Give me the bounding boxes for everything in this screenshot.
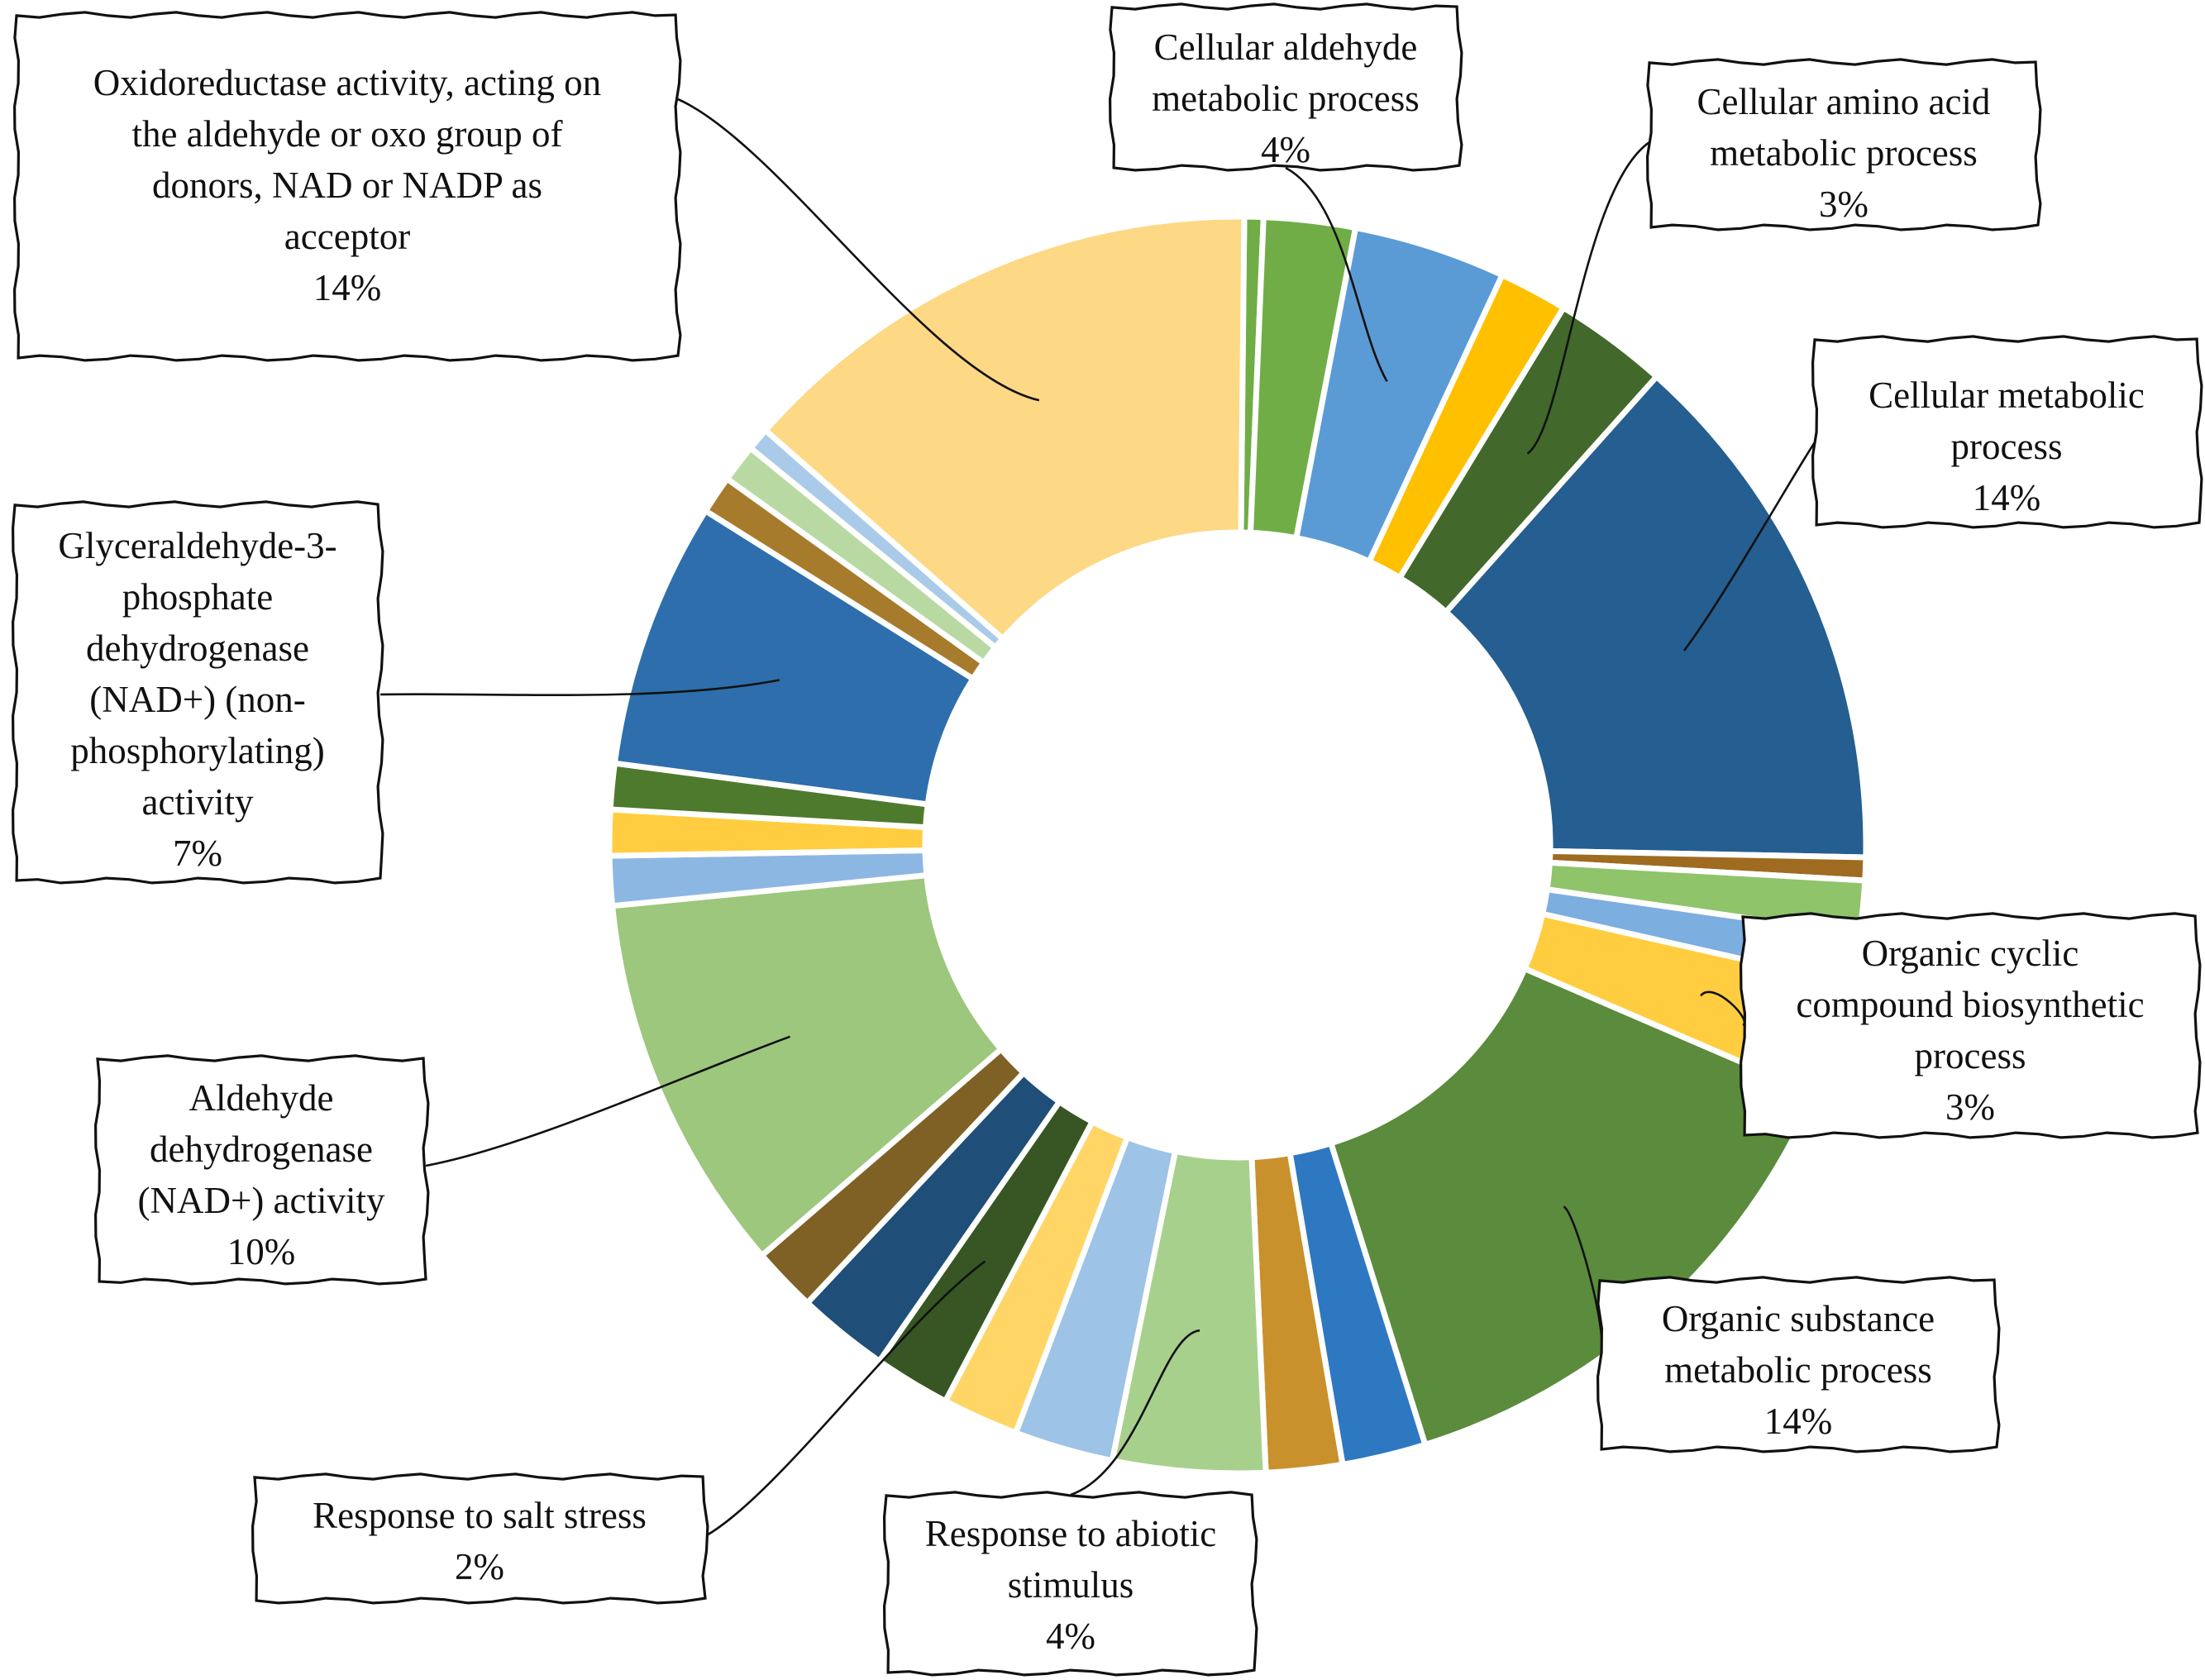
label-line: phosphate [122, 576, 273, 618]
label-line: metabolic process [1152, 78, 1420, 119]
donut-slice-10 [1328, 966, 1818, 1448]
label-line: phosphorylating) [70, 730, 324, 771]
label-line: Organic cyclic [1862, 933, 2079, 974]
label-box-cellular-aldehyde-metabolic-process [1108, 2, 1463, 172]
donut-slice-5 [1443, 374, 1869, 861]
label-line: activity [142, 781, 254, 823]
label-box-organic-substance-metabolic-process [1596, 1276, 2001, 1453]
label-box-cellular-metabolic-process [1811, 335, 2203, 529]
label-line: Cellular aldehyde [1154, 26, 1418, 68]
label-line: Cellular metabolic [1869, 375, 2145, 416]
leader-line-response-to-abiotic-stimulus [1070, 1329, 1200, 1496]
label-line: metabolic process [1710, 132, 1978, 174]
leader-line-aldehyde-dehydrogenase-nad-activity [425, 1035, 790, 1167]
label-line: dehydrogenase [150, 1129, 373, 1170]
label-box-response-to-salt-stress [251, 1472, 709, 1605]
label-line: process [1951, 426, 2063, 467]
label-line: the aldehyde or oxo group of [131, 113, 562, 155]
label-text-response-to-abiotic-stimulus: Response to abiotic stimulus 4% [925, 1513, 1216, 1657]
label-percent: 2% [455, 1546, 504, 1587]
label-percent: 7% [173, 833, 222, 874]
label-line: Cellular amino acid [1697, 81, 1991, 122]
label-percent: 10% [227, 1231, 296, 1272]
leader-line-glyceraldehyde-3-phosphate-dehydrogenase [379, 679, 780, 697]
label-line: donors, NAD or NADP as [152, 165, 542, 206]
label-line: metabolic process [1664, 1349, 1932, 1391]
label-text-response-to-salt-stress: Response to salt stress 2% [313, 1495, 647, 1587]
label-text-organic-cyclic-compound-biosynthetic-pro: Organic cyclic compound biosynthetic proce… [1796, 933, 2144, 1128]
label-box-cellular-amino-acid-metabolic-process [1645, 58, 2042, 231]
label-box-oxidoreductase-activity-acting-on-the-al [12, 11, 682, 362]
donut-slice-19 [609, 872, 1005, 1258]
label-line: compound biosynthetic [1796, 984, 2144, 1025]
label-percent: 4% [1046, 1616, 1095, 1657]
label-line: stimulus [1008, 1564, 1134, 1606]
label-line: Aldehyde [189, 1077, 334, 1119]
label-percent: 14% [1764, 1401, 1833, 1442]
label-line: Response to salt stress [313, 1495, 647, 1536]
label-text-cellular-amino-acid-metabolic-process: Cellular amino acid metabolic process 3% [1697, 81, 1991, 225]
leader-line-cellular-metabolic-process [1682, 441, 1816, 651]
label-percent: 3% [1945, 1086, 1995, 1128]
label-line: process [1915, 1035, 2026, 1076]
label-line: Oxidoreductase activity, acting on [93, 62, 601, 103]
label-line: Glyceraldehyde-3- [58, 525, 336, 566]
donut-slice-27 [762, 213, 1248, 642]
label-box-aldehyde-dehydrogenase-nad-activity [93, 1054, 430, 1286]
donut-slices [606, 213, 1869, 1477]
label-percent: 4% [1261, 129, 1310, 170]
label-percent: 3% [1819, 184, 1869, 225]
label-box-organic-cyclic-compound-biosynthetic-pro [1739, 912, 2202, 1139]
label-box-glyceraldehyde-3-phosphate-dehydrogenase [11, 500, 384, 885]
label-line: Organic substance [1662, 1298, 1935, 1339]
leader-line-oxidoreductase-activity-acting-on-the-al [677, 98, 1040, 402]
label-line: acceptor [284, 216, 410, 257]
leader-line-cellular-amino-acid-metabolic-process [1526, 141, 1650, 455]
label-text-organic-substance-metabolic-process: Organic substance metabolic process 14% [1662, 1298, 1935, 1442]
label-text-glyceraldehyde-3-phosphate-dehydrogenase: Glyceraldehyde-3- phosphate dehydrogenase (… [58, 525, 336, 874]
label-line: (NAD+) activity [137, 1180, 385, 1221]
leader-line-cellular-aldehyde-metabolic-process [1285, 166, 1388, 383]
label-line: Response to abiotic [925, 1513, 1216, 1554]
leader-line-response-to-salt-stress [704, 1260, 986, 1538]
label-text-oxidoreductase-activity-acting-on-the-al: Oxidoreductase activity, acting on the al… [93, 62, 601, 308]
label-percent: 14% [313, 267, 382, 308]
label-line: (NAD+) (non- [89, 679, 306, 720]
slice-labels: Oxidoreductase activity, acting on the al… [11, 2, 2203, 1677]
label-text-aldehyde-dehydrogenase-nad-activity: Aldehyde dehydrogenase (NAD+) activity 10% [137, 1077, 385, 1272]
label-box-response-to-abiotic-stimulus [882, 1491, 1258, 1677]
label-percent: 14% [1973, 477, 2041, 518]
label-line: dehydrogenase [86, 628, 309, 669]
label-text-cellular-metabolic-process: Cellular metabolic process 14% [1869, 375, 2145, 518]
label-text-cellular-aldehyde-metabolic-process: Cellular aldehyde metabolic process 4% [1152, 26, 1420, 170]
